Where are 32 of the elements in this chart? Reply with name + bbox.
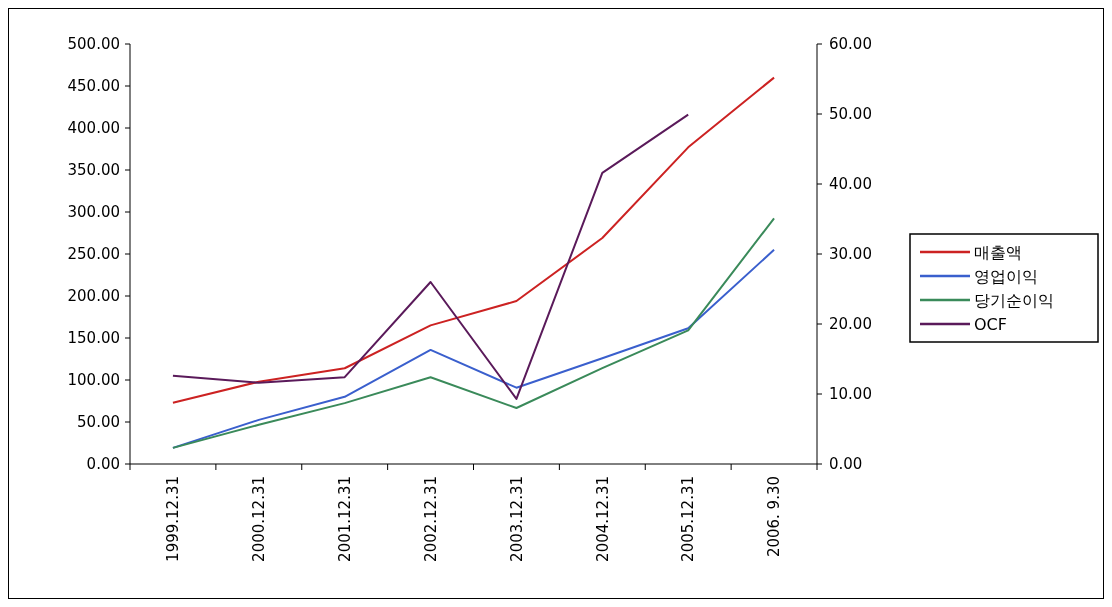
- x-tick-label: 1999.12.31: [164, 476, 183, 562]
- y2-tick-label: 30.00: [829, 245, 872, 264]
- line-series: [171, 76, 776, 404]
- y-tick-label: 300.00: [67, 203, 120, 222]
- legend-label: 영업이익: [974, 266, 1038, 286]
- legend-label: OCF: [974, 314, 1007, 334]
- x-tick-label: 2003.12.31: [507, 476, 526, 562]
- x-tick-label: 2001.12.31: [335, 476, 354, 562]
- y2-tick-label: 20.00: [829, 315, 872, 334]
- x-tick-label: 2005.12.31: [679, 476, 698, 562]
- y2-tick-label: 60.00: [829, 35, 872, 54]
- y-tick-label: 400.00: [67, 119, 120, 138]
- x-tick-label: 2002.12.31: [421, 476, 440, 562]
- legend-label: 당기순이익: [974, 290, 1054, 310]
- y-tick-label: 50.00: [77, 413, 120, 432]
- y-tick-label: 350.00: [67, 161, 120, 180]
- line-series: [171, 113, 690, 400]
- y2-tick-label: 50.00: [829, 105, 872, 124]
- y-tick-label: 100.00: [67, 371, 120, 390]
- y2-tick-label: 40.00: [829, 175, 872, 194]
- y-tick-label: 500.00: [67, 35, 120, 54]
- x-tick-label: 2004.12.31: [593, 476, 612, 562]
- legend-label: 매출액: [974, 242, 1022, 262]
- y-tick-label: 450.00: [67, 77, 120, 96]
- y-tick-label: 0.00: [86, 455, 120, 474]
- y-tick-label: 200.00: [67, 287, 120, 306]
- x-tick-label: 2006. 9.30: [765, 476, 784, 558]
- y2-tick-label: 10.00: [829, 385, 872, 404]
- y2-tick-label: 0.00: [829, 455, 863, 474]
- x-tick-label: 2000.12.31: [250, 476, 269, 562]
- y-tick-label: 150.00: [67, 329, 120, 348]
- y-tick-label: 250.00: [67, 245, 120, 264]
